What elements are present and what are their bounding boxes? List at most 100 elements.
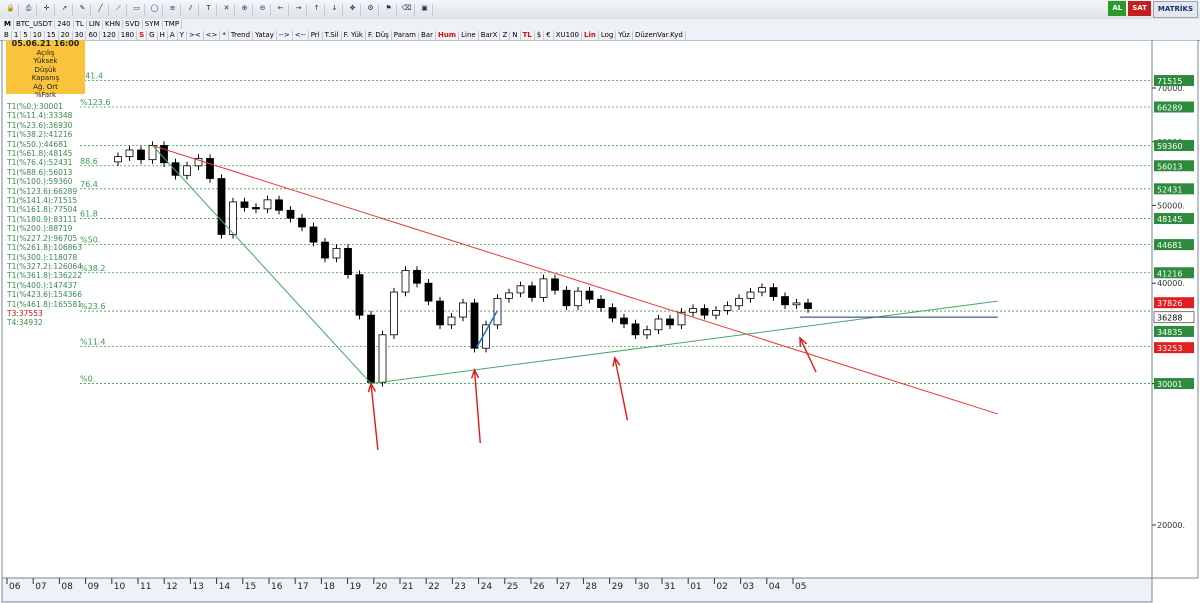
zoom-in-icon[interactable]: ⊕: [237, 3, 253, 16]
chart-tool-button[interactable]: DüzenVar.Kyd: [633, 30, 686, 40]
flag-icon[interactable]: ⚑: [381, 3, 397, 16]
period-button[interactable]: 20: [59, 30, 73, 40]
fib-icon[interactable]: ≡: [165, 3, 181, 16]
price-axis-tag-label: 71515: [1157, 77, 1182, 86]
lock-icon[interactable]: 🔒: [3, 3, 19, 16]
chart-tool-button[interactable]: N: [510, 30, 521, 40]
chart-tool-button[interactable]: ><: [187, 30, 204, 40]
pan-icon[interactable]: ✥: [345, 3, 361, 16]
annotation-arrow[interactable]: [370, 383, 379, 451]
price-chart[interactable]: %0. %11.4 %23.6 %38.2 %50. 61.8 76.4 88.6 %123.6…: [0, 40, 1200, 603]
price-axis[interactable]: [1151, 40, 1199, 579]
toolbar2-item-svd[interactable]: SVD: [123, 20, 143, 29]
price-axis-tag-label: 33253: [1157, 344, 1182, 353]
print-icon[interactable]: ⎙: [21, 3, 37, 16]
arrow-right-icon[interactable]: →: [291, 3, 307, 16]
period-button[interactable]: 15: [45, 30, 59, 40]
interval-field[interactable]: 240: [55, 20, 74, 29]
trendline[interactable]: [152, 145, 372, 384]
chart-tool-button[interactable]: Z: [500, 30, 511, 40]
period-button[interactable]: 10: [31, 30, 45, 40]
zoom-out-icon[interactable]: ⊖: [255, 3, 271, 16]
arrow-down-icon[interactable]: ↓: [327, 3, 343, 16]
period-button[interactable]: H: [158, 30, 168, 40]
cross-icon[interactable]: ✕: [219, 3, 235, 16]
line-icon[interactable]: ╱: [93, 3, 109, 16]
sell-button[interactable]: SAT: [1128, 1, 1151, 16]
annotation-arrow[interactable]: [614, 357, 629, 421]
period-button[interactable]: 60: [86, 30, 101, 40]
arrow-left-icon[interactable]: ←: [273, 3, 289, 16]
fib-list-item: T1(%50.):44681: [7, 139, 68, 149]
price-axis-tag: [1154, 101, 1194, 113]
annotation-arrow[interactable]: [799, 337, 817, 373]
chart-tool-button[interactable]: €: [544, 30, 554, 40]
chart-tool-button[interactable]: Prl: [309, 30, 323, 40]
time-axis[interactable]: [1, 577, 1153, 603]
fib-list-item: T1(%76.4):52431: [7, 158, 73, 168]
candle-body: [344, 247, 352, 275]
chart-tool-button[interactable]: Yatay: [253, 30, 277, 40]
chart-tool-button[interactable]: XU100: [554, 30, 582, 40]
symbol-field[interactable]: BTC_USDT: [14, 20, 56, 29]
trendline[interactable]: [370, 300, 998, 385]
period-button[interactable]: 5: [21, 30, 31, 40]
settings-icon[interactable]: ⚙: [363, 3, 379, 16]
trendline[interactable]: [476, 310, 499, 348]
arrow-up-icon[interactable]: ↑: [309, 3, 325, 16]
chart-tool-button[interactable]: Param: [392, 30, 419, 40]
chart-tool-button[interactable]: F. Düş: [366, 30, 392, 40]
trendline[interactable]: [152, 145, 998, 415]
trend-icon[interactable]: ⟋: [111, 3, 127, 16]
fib-list-item: T1(%23.6):36930: [7, 120, 73, 130]
toolbar2-item-khn[interactable]: KHN: [103, 20, 124, 29]
annotation-arrow[interactable]: [473, 369, 481, 444]
period-button[interactable]: A: [168, 30, 178, 40]
currency-field[interactable]: TL: [74, 20, 87, 29]
arrow-icon[interactable]: ➚: [57, 3, 73, 16]
chart-tool-button[interactable]: -->: [277, 30, 293, 40]
menu-toggle[interactable]: M: [2, 20, 14, 29]
period-button[interactable]: S: [137, 30, 148, 40]
info-line: Düşük: [34, 65, 57, 74]
chart-tool-button[interactable]: Log: [599, 30, 617, 40]
period-button[interactable]: 180: [119, 30, 138, 40]
rect-icon[interactable]: ▭: [129, 3, 145, 16]
chart-tool-button[interactable]: *: [220, 30, 229, 40]
period-button[interactable]: Y: [178, 30, 187, 40]
chart-tool-button[interactable]: Trend: [229, 30, 254, 40]
period-button[interactable]: 30: [73, 30, 87, 40]
toolbar2-item-lin[interactable]: LIN: [87, 20, 104, 29]
chart-tool-button[interactable]: TL: [521, 30, 535, 40]
channel-icon[interactable]: ⫽: [183, 3, 199, 16]
candle-body: [252, 207, 260, 210]
buy-button[interactable]: AL: [1108, 1, 1127, 16]
chart-tool-button[interactable]: <--: [293, 30, 309, 40]
period-button[interactable]: G: [147, 30, 158, 40]
chart-tool-button[interactable]: T.Sil: [323, 30, 342, 40]
chart-tool-button[interactable]: <>: [204, 30, 221, 40]
ellipse-icon[interactable]: ◯: [147, 3, 163, 16]
toolbar2-item-tmp[interactable]: TMP: [163, 20, 183, 29]
chart-tool-button[interactable]: BarX: [479, 30, 501, 40]
crosshair-icon[interactable]: ✛: [39, 3, 55, 16]
chart-tool-button[interactable]: F. Yük: [342, 30, 366, 40]
pencil-icon[interactable]: ✎: [75, 3, 91, 16]
chart-tool-button[interactable]: Hum: [436, 30, 460, 40]
plot-area[interactable]: [1, 40, 1153, 579]
x-tick-label: 14: [219, 582, 231, 592]
toolbar2-item-sym[interactable]: SYM: [143, 20, 163, 29]
chart-tool-button[interactable]: Line: [459, 30, 479, 40]
chart-tool-button[interactable]: Bar: [419, 30, 436, 40]
price-axis-tag-label: 41216: [1157, 269, 1182, 278]
save-icon[interactable]: ▣: [417, 3, 433, 16]
price-axis-tag-label: 52431: [1157, 185, 1182, 194]
period-button[interactable]: 1: [12, 30, 22, 40]
chart-tool-button[interactable]: Lin: [582, 30, 599, 40]
period-button[interactable]: 120: [100, 30, 119, 40]
period-button[interactable]: B: [2, 30, 12, 40]
eraser-icon[interactable]: ⌫: [399, 3, 415, 16]
text-icon[interactable]: T: [201, 3, 217, 16]
chart-tool-button[interactable]: Yüz: [616, 30, 633, 40]
chart-tool-button[interactable]: $: [535, 30, 545, 40]
